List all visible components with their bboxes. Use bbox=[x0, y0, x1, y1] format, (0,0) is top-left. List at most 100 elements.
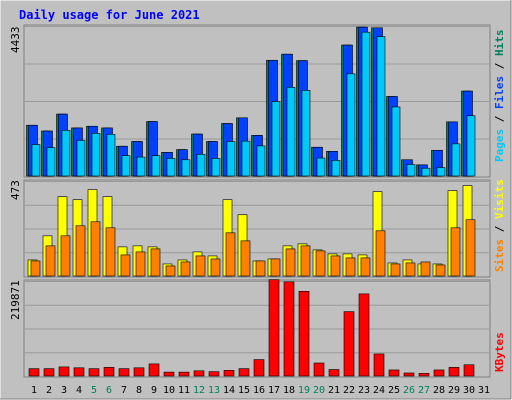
bar-pages-day-6 bbox=[106, 134, 116, 177]
bar-sites-day-9 bbox=[150, 248, 161, 277]
bar-pages-day-4 bbox=[76, 140, 86, 177]
bar-sites-day-19 bbox=[300, 245, 311, 277]
x-tick-label-28: 28 bbox=[433, 385, 445, 396]
bars-hits-files-pages bbox=[26, 26, 476, 177]
x-tick-label-8: 8 bbox=[136, 385, 142, 396]
x-tick-label-30: 30 bbox=[463, 385, 475, 396]
bar-kbytes-day-11 bbox=[178, 371, 190, 377]
bar-pages-day-7 bbox=[121, 155, 131, 177]
bar-pages-day-12 bbox=[196, 154, 206, 177]
bar-pages-day-15 bbox=[241, 140, 251, 177]
bar-pages-day-25 bbox=[391, 106, 401, 177]
x-tick-label-27: 27 bbox=[418, 385, 430, 396]
bar-kbytes-day-21 bbox=[328, 369, 340, 377]
y-max-label-visits: 473 bbox=[9, 180, 22, 200]
bar-pages-day-5 bbox=[91, 133, 101, 177]
bar-kbytes-day-7 bbox=[118, 368, 130, 377]
x-tick-label-18: 18 bbox=[283, 385, 295, 396]
legend-entry-1-1: / bbox=[493, 219, 506, 239]
x-tick-label-10: 10 bbox=[163, 385, 175, 396]
x-axis-day-labels: 1 2 3 4 5 6 7 8 9 10 11 12 13 14 15 16 17 18 19 20 21 22 23 24 2… bbox=[31, 385, 490, 396]
bar-sites-day-4 bbox=[75, 225, 86, 277]
bar-sites-day-2 bbox=[45, 245, 56, 277]
gridlines-kbytes bbox=[25, 281, 489, 354]
bar-pages-day-20 bbox=[316, 157, 326, 177]
bar-sites-day-21 bbox=[330, 255, 341, 277]
bar-kbytes-day-24 bbox=[373, 353, 385, 377]
x-tick-label-24: 24 bbox=[373, 385, 385, 396]
bar-sites-day-16 bbox=[255, 260, 266, 277]
bar-pages-day-24 bbox=[376, 36, 386, 177]
x-tick-label-17: 17 bbox=[268, 385, 280, 396]
bar-sites-day-25 bbox=[390, 263, 401, 277]
bar-kbytes-day-3 bbox=[58, 366, 70, 377]
legend-hits-files-pages: Pages / Files / Hits bbox=[493, 30, 506, 163]
bar-kbytes-day-2 bbox=[43, 368, 55, 377]
bar-pages-day-26 bbox=[406, 164, 416, 177]
bar-pages-day-21 bbox=[331, 160, 341, 177]
bar-kbytes-day-25 bbox=[388, 369, 400, 377]
x-tick-label-6: 6 bbox=[106, 385, 112, 396]
bar-sites-day-14 bbox=[225, 232, 236, 277]
bar-kbytes-day-10 bbox=[163, 371, 175, 377]
bar-pages-day-18 bbox=[286, 87, 296, 177]
x-tick-label-4: 4 bbox=[76, 385, 82, 396]
bar-sites-day-23 bbox=[360, 257, 371, 277]
bar-kbytes-day-28 bbox=[433, 369, 445, 377]
y-max-label-hits: 4433 bbox=[9, 27, 22, 54]
bar-sites-day-30 bbox=[465, 219, 476, 277]
bar-pages-day-29 bbox=[451, 143, 461, 177]
bar-kbytes-day-9 bbox=[148, 363, 160, 377]
bar-kbytes-day-20 bbox=[313, 362, 325, 377]
legend-visits-sites: Sites / Visits bbox=[493, 179, 506, 272]
x-tick-label-11: 11 bbox=[178, 385, 190, 396]
x-tick-label-26: 26 bbox=[403, 385, 415, 396]
x-tick-label-21: 21 bbox=[328, 385, 340, 396]
x-tick-label-25: 25 bbox=[388, 385, 400, 396]
bars-visits-sites bbox=[27, 185, 476, 277]
bar-kbytes-day-14 bbox=[223, 370, 235, 377]
legend-entry-0-4: Hits bbox=[493, 30, 506, 57]
bar-kbytes-day-27 bbox=[418, 373, 430, 377]
bar-kbytes-day-8 bbox=[133, 367, 145, 377]
y-max-label-kbytes: 219871 bbox=[9, 280, 22, 320]
x-tick-label-22: 22 bbox=[343, 385, 355, 396]
legend-kbytes: KBytes bbox=[493, 332, 506, 372]
legend-entry-1-0: Sites bbox=[493, 239, 506, 272]
bar-kbytes-day-19 bbox=[298, 291, 310, 377]
x-tick-label-23: 23 bbox=[358, 385, 370, 396]
bar-pages-day-13 bbox=[211, 158, 221, 177]
panel-kbytes: 219871 KBytes bbox=[9, 279, 506, 378]
bar-sites-day-22 bbox=[345, 257, 356, 277]
bar-pages-day-9 bbox=[151, 155, 161, 177]
bar-sites-day-6 bbox=[105, 227, 116, 277]
bar-kbytes-day-29 bbox=[448, 367, 460, 377]
x-tick-label-9: 9 bbox=[151, 385, 157, 396]
bar-pages-day-3 bbox=[61, 130, 71, 177]
bar-kbytes-day-13 bbox=[208, 371, 220, 377]
bar-sites-day-27 bbox=[420, 261, 431, 277]
bar-sites-day-26 bbox=[405, 262, 416, 277]
bar-kbytes-day-23 bbox=[358, 293, 370, 377]
x-tick-label-16: 16 bbox=[253, 385, 265, 396]
bar-sites-day-5 bbox=[90, 221, 101, 277]
x-tick-label-29: 29 bbox=[448, 385, 460, 396]
bar-pages-day-2 bbox=[46, 147, 56, 177]
legend-entry-1-2: Visits bbox=[493, 179, 506, 219]
x-tick-label-1: 1 bbox=[31, 385, 37, 396]
bar-sites-day-17 bbox=[270, 258, 281, 277]
bar-sites-day-7 bbox=[120, 254, 131, 277]
bar-kbytes-day-18 bbox=[283, 281, 295, 377]
legend-entry-2-0: KBytes bbox=[493, 332, 506, 372]
panel-visits-sites: 473 Sites / Visits bbox=[9, 179, 506, 278]
bar-sites-day-3 bbox=[60, 235, 71, 277]
bar-kbytes-day-6 bbox=[103, 367, 115, 377]
bar-sites-day-28 bbox=[435, 264, 446, 277]
bar-pages-day-22 bbox=[346, 73, 356, 177]
bar-sites-day-1 bbox=[30, 260, 41, 277]
legend-entry-0-2: Files bbox=[493, 76, 506, 109]
x-tick-label-19: 19 bbox=[298, 385, 310, 396]
panel-hits-files-pages: 4433 Pages / Files / Hits bbox=[9, 24, 506, 178]
